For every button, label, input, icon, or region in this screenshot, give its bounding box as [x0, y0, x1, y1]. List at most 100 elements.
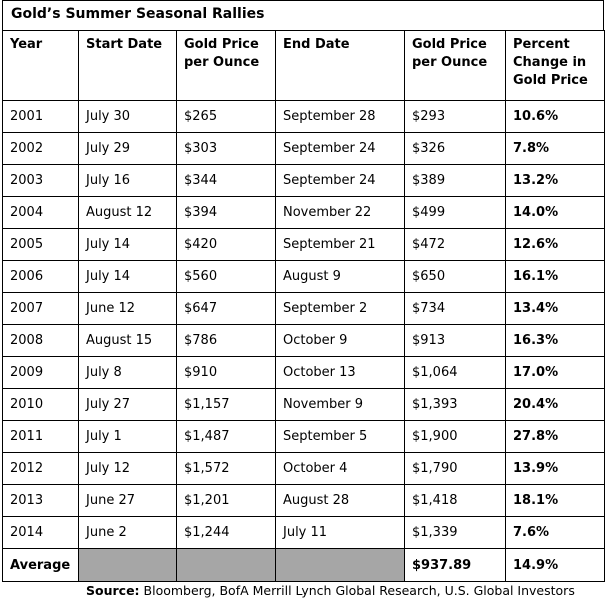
cell-end-date: September 2: [275, 292, 405, 325]
cell-end-price: $913: [404, 324, 506, 357]
cell-percent-change: 13.4%: [505, 292, 605, 325]
header-end-date: End Date: [275, 30, 405, 101]
cell-start-date: June 12: [78, 292, 177, 325]
header-percent-change: Percent Change in Gold Price: [505, 30, 605, 101]
cell-year: 2013: [2, 484, 79, 517]
cell-end-date: October 4: [275, 452, 405, 485]
average-row: Average $937.89 14.9%: [2, 548, 605, 582]
cell-end-date: September 5: [275, 420, 405, 453]
table-row: 2011 July 1 $1,487 September 5 $1,900 27.8%: [2, 420, 605, 453]
cell-year: 2001: [2, 100, 79, 133]
header-start-date: Start Date: [78, 30, 177, 101]
cell-start-price: $344: [176, 164, 276, 197]
cell-start-date: July 14: [78, 228, 177, 261]
table-row: 2002 July 29 $303 September 24 $326 7.8%: [2, 132, 605, 165]
cell-start-date: July 1: [78, 420, 177, 453]
cell-year: 2009: [2, 356, 79, 389]
cell-year: 2014: [2, 516, 79, 549]
table-title: Gold’s Summer Seasonal Rallies: [11, 6, 265, 22]
cell-end-price: $389: [404, 164, 506, 197]
cell-start-price: $420: [176, 228, 276, 261]
header-year: Year: [2, 30, 79, 101]
cell-start-date: August 15: [78, 324, 177, 357]
cell-start-price: $394: [176, 196, 276, 229]
cell-start-date: July 8: [78, 356, 177, 389]
cell-percent-change: 14.0%: [505, 196, 605, 229]
table-row: 2013 June 27 $1,201 August 28 $1,418 18.1%: [2, 484, 605, 517]
header-end-price: Gold Price per Ounce: [404, 30, 506, 101]
cell-end-price: $499: [404, 196, 506, 229]
table-row: 2007 June 12 $647 September 2 $734 13.4%: [2, 292, 605, 325]
table-row: 2010 July 27 $1,157 November 9 $1,393 20.4%: [2, 388, 605, 421]
cell-start-price: $1,201: [176, 484, 276, 517]
cell-percent-change: 16.1%: [505, 260, 605, 293]
cell-percent-change: 10.6%: [505, 100, 605, 133]
cell-year: 2010: [2, 388, 79, 421]
cell-start-date: June 27: [78, 484, 177, 517]
cell-percent-change: 16.3%: [505, 324, 605, 357]
average-end-price: $937.89: [404, 548, 506, 582]
cell-start-price: $1,487: [176, 420, 276, 453]
cell-end-price: $1,900: [404, 420, 506, 453]
cell-start-price: $560: [176, 260, 276, 293]
cell-year: 2003: [2, 164, 79, 197]
cell-percent-change: 7.8%: [505, 132, 605, 165]
cell-start-date: July 14: [78, 260, 177, 293]
header-start-price: Gold Price per Ounce: [176, 30, 276, 101]
cell-end-date: September 21: [275, 228, 405, 261]
cell-percent-change: 12.6%: [505, 228, 605, 261]
cell-start-date: June 2: [78, 516, 177, 549]
header-row: Year Start Date Gold Price per Ounce End…: [2, 30, 605, 101]
average-filler: [78, 548, 177, 582]
average-label: Average: [2, 548, 79, 582]
cell-start-price: $910: [176, 356, 276, 389]
source-text: Bloomberg, BofA Merrill Lynch Global Res…: [139, 583, 575, 598]
cell-year: 2006: [2, 260, 79, 293]
cell-end-price: $326: [404, 132, 506, 165]
cell-percent-change: 18.1%: [505, 484, 605, 517]
cell-end-price: $1,418: [404, 484, 506, 517]
table-row: 2005 July 14 $420 September 21 $472 12.6%: [2, 228, 605, 261]
cell-end-date: July 11: [275, 516, 405, 549]
cell-start-price: $303: [176, 132, 276, 165]
cell-end-date: October 13: [275, 356, 405, 389]
cell-end-price: $1,339: [404, 516, 506, 549]
table-row: 2008 August 15 $786 October 9 $913 16.3%: [2, 324, 605, 357]
cell-end-date: September 24: [275, 164, 405, 197]
cell-end-date: August 28: [275, 484, 405, 517]
cell-start-date: July 30: [78, 100, 177, 133]
cell-end-price: $1,064: [404, 356, 506, 389]
table-row: 2003 July 16 $344 September 24 $389 13.2%: [2, 164, 605, 197]
cell-start-date: July 16: [78, 164, 177, 197]
table-body: 2001 July 30 $265 September 28 $293 10.6% 2002…: [2, 100, 605, 549]
cell-year: 2008: [2, 324, 79, 357]
gold-rallies-table: Year Start Date Gold Price per Ounce End…: [2, 30, 605, 582]
cell-end-date: August 9: [275, 260, 405, 293]
average-filler: [176, 548, 276, 582]
table-row: 2004 August 12 $394 November 22 $499 14.0%: [2, 196, 605, 229]
cell-end-price: $1,790: [404, 452, 506, 485]
cell-end-date: September 28: [275, 100, 405, 133]
average-percent-change: 14.9%: [505, 548, 605, 582]
table-row: 2001 July 30 $265 September 28 $293 10.6%: [2, 100, 605, 133]
cell-percent-change: 13.9%: [505, 452, 605, 485]
cell-year: 2004: [2, 196, 79, 229]
cell-percent-change: 7.6%: [505, 516, 605, 549]
average-filler: [275, 548, 405, 582]
source-note: Source: Bloomberg, BofA Merrill Lynch Gl…: [86, 583, 575, 598]
cell-year: 2007: [2, 292, 79, 325]
cell-percent-change: 20.4%: [505, 388, 605, 421]
cell-percent-change: 13.2%: [505, 164, 605, 197]
cell-year: 2011: [2, 420, 79, 453]
cell-start-price: $647: [176, 292, 276, 325]
cell-year: 2005: [2, 228, 79, 261]
cell-start-price: $265: [176, 100, 276, 133]
cell-start-price: $1,244: [176, 516, 276, 549]
cell-year: 2002: [2, 132, 79, 165]
title-row: Gold’s Summer Seasonal Rallies: [2, 0, 604, 30]
cell-start-price: $1,572: [176, 452, 276, 485]
table-row: 2014 June 2 $1,244 July 11 $1,339 7.6%: [2, 516, 605, 549]
cell-percent-change: 17.0%: [505, 356, 605, 389]
cell-percent-change: 27.8%: [505, 420, 605, 453]
